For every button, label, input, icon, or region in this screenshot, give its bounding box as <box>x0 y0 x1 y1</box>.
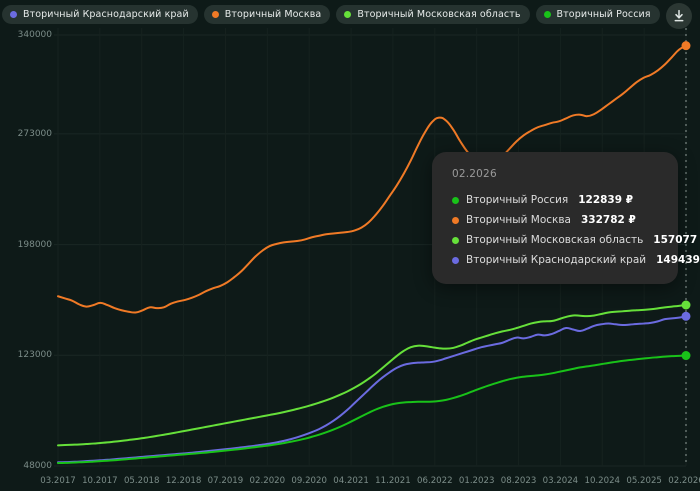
legend-dot-icon <box>344 10 352 18</box>
tooltip-row: Вторичный Краснодарский край 149439 ₽ <box>452 254 700 266</box>
x-axis-tick-label: 09.2020 <box>291 476 327 486</box>
legend-dot-icon <box>543 10 551 18</box>
y-axis-tick-label: 48000 <box>23 461 52 471</box>
tooltip-series-value: 149439 ₽ <box>656 254 700 266</box>
series-end-marker <box>681 351 691 361</box>
x-axis-tick-label: 05.2018 <box>123 476 160 486</box>
legend-item[interactable]: Вторичный Московская область <box>336 4 530 24</box>
x-axis-tick-label: 11.2021 <box>375 476 411 486</box>
legend-item[interactable]: Вторичный Краснодарский край <box>2 4 198 24</box>
x-axis-tick-label: 01.2023 <box>458 476 495 486</box>
tooltip-series-label: Вторичный Россия <box>466 194 569 206</box>
tooltip-series-dot-icon <box>452 216 459 224</box>
x-axis-tick-label: 02.2020 <box>249 476 286 486</box>
tooltip-series-value: 332782 ₽ <box>580 214 636 226</box>
series-end-marker <box>681 300 691 310</box>
x-axis-tick-label: 08.2023 <box>500 476 537 486</box>
tooltip-series-dot-icon <box>452 256 459 264</box>
y-axis-tick-label: 273000 <box>17 128 52 139</box>
download-button[interactable] <box>666 3 692 29</box>
legend-dot-icon <box>211 10 219 18</box>
tooltip-series-label: Вторичный Москва <box>466 214 571 226</box>
x-axis-tick-label: 07.2019 <box>207 476 244 486</box>
x-axis-tick-label: 03.2024 <box>542 476 579 486</box>
tooltip-series-dot-icon <box>452 196 459 204</box>
x-axis-tick-label: 12.2018 <box>165 476 202 486</box>
series-lines <box>57 44 687 465</box>
tooltip-series-value: 157077 ₽ <box>653 234 700 246</box>
tooltip-series-dot-icon <box>452 236 459 244</box>
series-line <box>57 354 687 465</box>
tooltip: 02.2026 Вторичный Россия 122839 ₽ Вторичны… <box>432 152 700 284</box>
tooltip-row: Вторичный Московская область 157077 ₽ <box>452 234 700 246</box>
series-line <box>57 304 687 447</box>
x-axis-tick-label: 10.2017 <box>82 476 118 486</box>
download-icon <box>674 9 684 22</box>
tooltip-series-value: 122839 ₽ <box>578 194 633 206</box>
legend-item-label: Вторичный Москва <box>224 8 322 20</box>
y-axis-tick-label: 340000 <box>17 30 52 40</box>
series-line <box>57 315 687 464</box>
tooltip-date: 02.2026 <box>452 168 497 180</box>
legend-item-label: Вторичный Россия <box>556 8 651 20</box>
tooltip-series-label: Вторичный Московская область <box>466 234 644 246</box>
x-axis-tick-label: 02.2026 <box>668 476 700 486</box>
series-line <box>57 44 687 314</box>
x-axis-tick-label: 04.2021 <box>333 476 369 486</box>
x-axis-tick-label: 03.2017 <box>40 476 76 486</box>
x-axis-tick-label: 06.2022 <box>417 476 453 486</box>
x-axis-tick-label: 10.2024 <box>584 476 621 486</box>
legend-item-label: Вторичный Краснодарский край <box>23 8 189 20</box>
tooltip-row: Вторичный Москва 332782 ₽ <box>452 214 662 226</box>
series-end-marker <box>681 41 691 51</box>
legend-item[interactable]: Вторичный Россия <box>535 4 660 24</box>
legend: Вторичный Краснодарский край Вторичный Мо… <box>0 4 700 24</box>
series-end-markers <box>681 41 691 361</box>
x-axis-tick-label: 05.2025 <box>626 476 662 486</box>
tooltip-rows: Вторичный Россия 122839 ₽ Вторичный Москва… <box>452 194 700 266</box>
y-axis-tick-label: 123000 <box>17 350 52 361</box>
series-end-marker <box>681 311 691 321</box>
tooltip-row: Вторичный Россия 122839 ₽ <box>452 194 662 206</box>
y-axis-tick-label: 198000 <box>17 239 52 250</box>
legend-dot-icon <box>10 10 17 18</box>
legend-item[interactable]: Вторичный Москва <box>203 4 331 24</box>
legend-item-label: Вторичный Московская область <box>357 8 521 20</box>
tooltip-series-label: Вторичный Краснодарский край <box>466 254 647 266</box>
